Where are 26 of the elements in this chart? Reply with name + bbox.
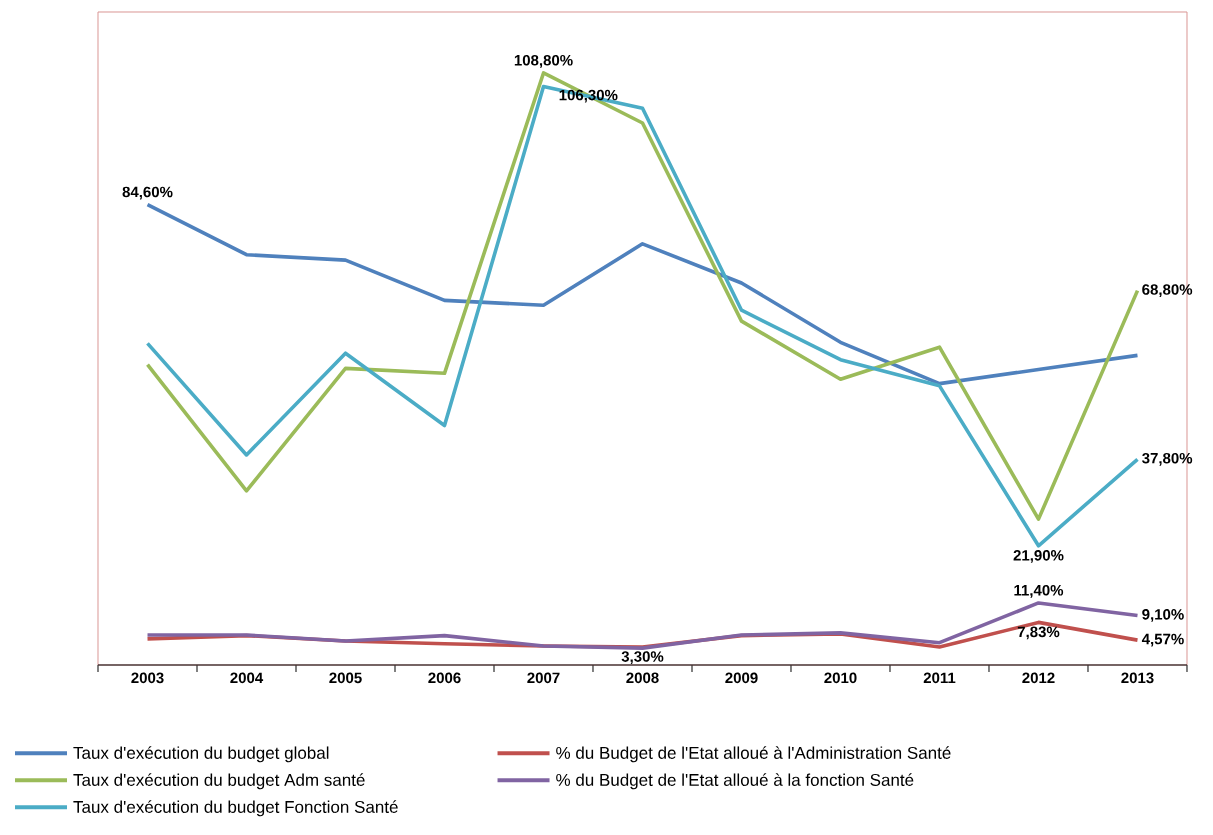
- legend-label: % du Budget de l'Etat alloué à l'Administration Santé: [556, 746, 951, 763]
- x-tick-label: 2013: [1121, 672, 1154, 684]
- x-tick-label: 2009: [725, 672, 758, 684]
- legend-label: Taux d'exécution du budget global: [73, 746, 329, 763]
- x-tick-label: 2010: [824, 672, 857, 684]
- x-tick-label: 2004: [230, 672, 264, 684]
- x-tick-label: 2006: [428, 672, 461, 684]
- x-tick-label: 2007: [527, 672, 560, 684]
- data-label: 4,57%: [1141, 633, 1184, 647]
- data-label: 84,60%: [122, 186, 173, 200]
- x-tick-label: 2003: [131, 672, 164, 684]
- data-label: 9,10%: [1142, 609, 1184, 622]
- x-tick-label: 2011: [923, 672, 956, 684]
- legend-label: Taux d'exécution du budget Adm santé: [73, 773, 365, 790]
- legend-label: Taux d'exécution du budget Fonction Santé: [73, 800, 398, 817]
- data-label: 7,83%: [1017, 626, 1060, 640]
- x-tick-label: 2005: [329, 672, 362, 684]
- x-tick-label: 2008: [626, 672, 659, 684]
- x-tick-label: 2012: [1022, 672, 1055, 684]
- data-label: 21,90%: [1013, 550, 1064, 563]
- data-label: 11,40%: [1014, 584, 1064, 598]
- data-label: 37,80%: [1142, 452, 1193, 466]
- data-label: 68,80%: [1142, 284, 1193, 297]
- legend-label: % du Budget de l'Etat alloué à la fonction Santé: [556, 773, 914, 790]
- data-label: 108,80%: [514, 54, 573, 68]
- data-label: 3,30%: [621, 651, 664, 665]
